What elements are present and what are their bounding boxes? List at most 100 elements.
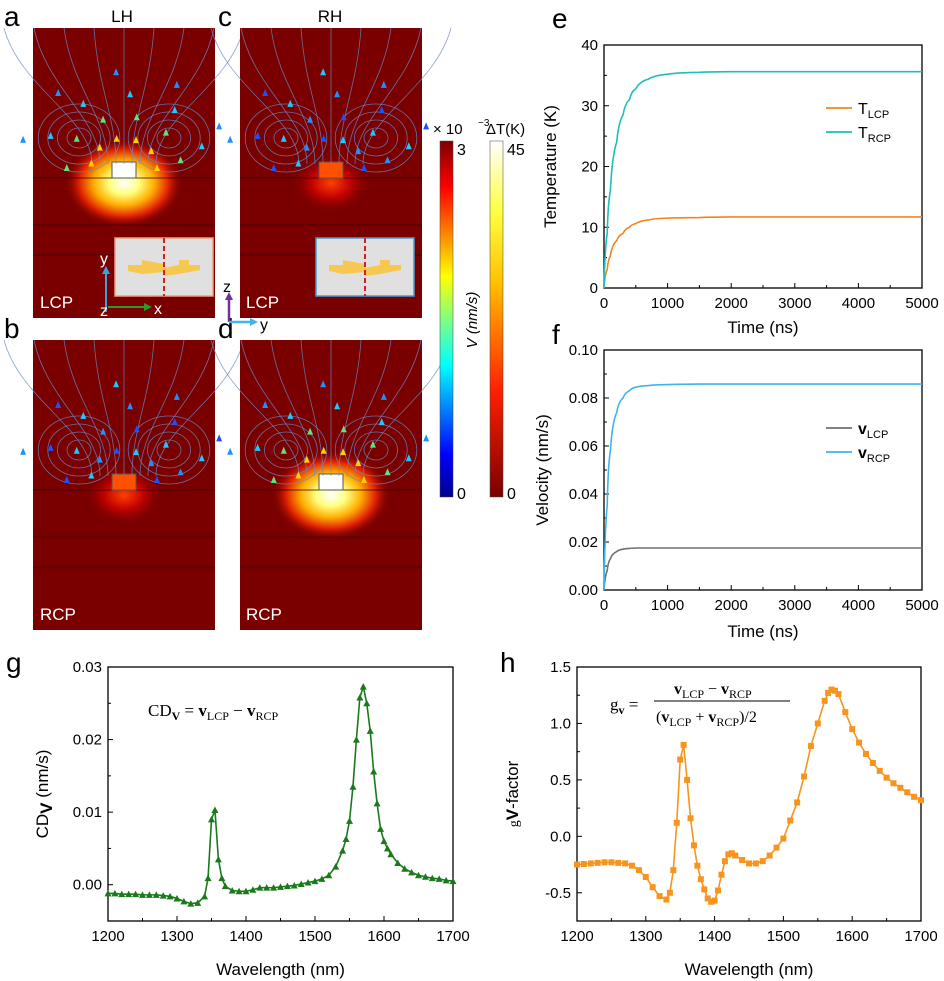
data-point [442,876,450,884]
data-point [801,773,808,780]
data-point [615,859,622,866]
series-h-0 [574,686,924,905]
velocity-arrow [340,448,347,456]
velocity-arrow [177,468,184,476]
plot-frame [603,44,923,289]
data-point [304,879,312,886]
velocity-arrow [127,402,134,410]
data-point [622,860,629,867]
data-point [704,895,711,902]
velocity-arrow [320,134,327,142]
streamline [300,339,324,477]
streamline [338,339,362,477]
series-line [603,547,922,591]
data-point [732,852,739,859]
panel-label-d: d [218,313,234,344]
velocity-arrow [80,99,87,107]
data-point [180,897,188,905]
x-tick-label: 3000 [778,295,811,312]
velocity-arrow [295,159,302,167]
velocity-arrow [361,476,367,483]
svg-text:TRCP: TRCP [858,125,891,145]
velocity-arrow [100,115,107,123]
svg-text:× 10: × 10 [433,121,463,138]
streamline [362,27,452,165]
legend-item: vRCP [826,445,890,465]
streamline [3,339,93,477]
data-point [918,797,924,804]
data-point [690,842,697,849]
velocity-arrow [280,446,287,454]
data-point [663,896,670,903]
velocity-arrow [198,454,205,462]
series-e-0 [603,216,922,289]
data-point [835,691,842,698]
data-point [290,881,298,889]
data-point [856,739,863,746]
series-line [603,216,922,289]
velocity-arrow [334,402,341,410]
data-point [242,887,250,895]
data-point [401,865,409,872]
y-tick-label: 0.06 [569,438,598,455]
streamline [300,27,324,165]
data-point [746,860,752,867]
data-point [780,835,787,842]
velocity-arrow [423,122,430,130]
data-point [373,799,381,807]
y-tick-label: 20 [581,159,598,176]
data-point [825,689,832,696]
data-point [594,859,601,866]
data-point [249,886,257,893]
data-point [235,887,243,895]
legend-item: vLCP [826,421,888,441]
streamline [93,27,117,165]
field-panel-a [3,27,245,318]
velocity-arrow [20,135,27,143]
velocity-arrow [133,113,140,121]
data-point [849,726,856,733]
series-f-0 [603,547,922,591]
x-tick-label: 1300 [160,928,193,945]
velocity-arrow [162,440,169,448]
data-point [794,799,801,806]
x-tick-label: 1000 [651,295,684,312]
x-axis-label: Wavelength (nm) [216,960,345,979]
velocity-arrow [380,392,387,400]
streamline [346,339,392,477]
streamline [131,27,155,165]
data-point [132,890,140,898]
velocity-arrow [127,90,134,98]
data-point [684,776,691,783]
y-tick-label: 0.01 [73,804,102,821]
legend-item: TLCP [826,101,889,121]
data-point [821,697,828,704]
svg-text:0: 0 [457,486,466,503]
data-point [587,860,594,867]
x-tick-label: 1500 [767,928,800,945]
x-tick-label: 1200 [91,928,124,945]
temperature-colorbar: ΔT(K) 45 0 [486,121,525,503]
velocity-arrow [287,411,294,419]
data-point [673,819,680,826]
data-point [339,847,347,854]
data-point [739,857,746,864]
x-tick-label: 5000 [905,295,938,312]
data-point [118,890,126,898]
y-tick-label: -0.5 [545,885,571,902]
data-point [642,873,649,880]
streamline [155,27,245,165]
data-point [708,898,715,905]
data-point [211,806,219,813]
data-point [773,844,780,851]
velocity-arrow [262,88,269,96]
nanostructure [318,473,344,491]
velocity-arrow [380,80,387,88]
g-formula-numerator: vLCP − vRCP [674,681,752,701]
velocity-arrow [254,131,261,139]
x-axis-label: Time (ns) [727,318,798,337]
velocity-arrow [171,418,178,426]
data-point [218,874,226,882]
data-point [883,774,890,781]
panel-label-f: f [552,319,560,350]
